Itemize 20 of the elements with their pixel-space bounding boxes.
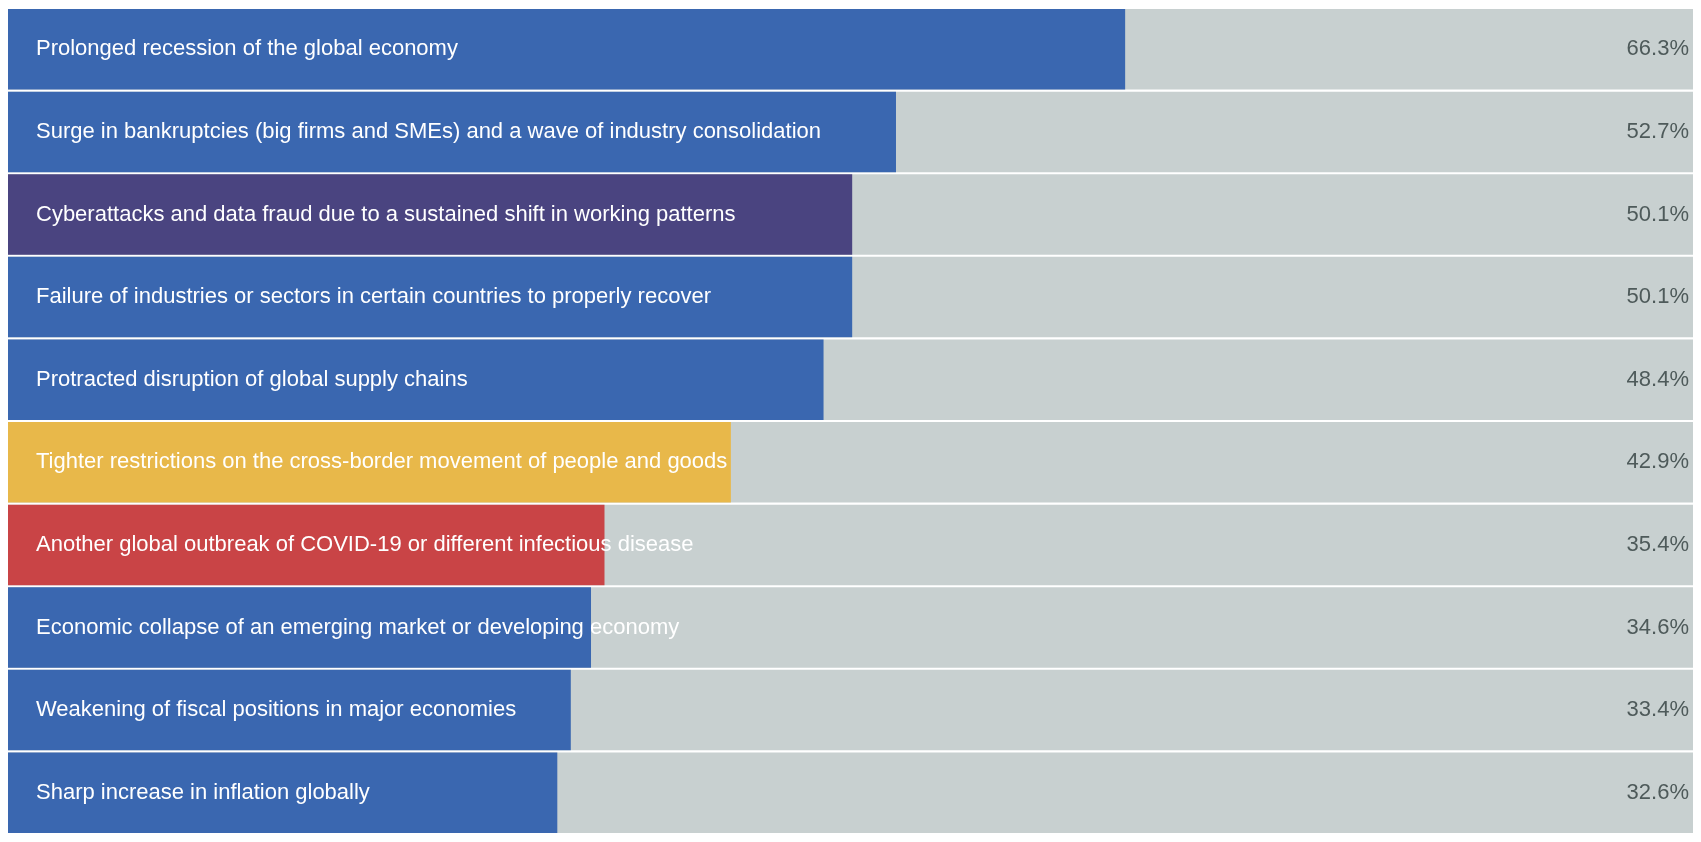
y-tick-label: Sharp increase in inflation globally bbox=[36, 778, 370, 804]
data-label: 66.3% bbox=[1626, 35, 1689, 61]
data-label: 50.1% bbox=[1626, 283, 1689, 309]
y-tick-label: Failure of industries or sectors in certain countries to properly recover bbox=[36, 283, 711, 309]
y-tick-label: Protracted disruption of global supply chains bbox=[36, 365, 468, 391]
data-label: 50.1% bbox=[1626, 200, 1689, 226]
y-tick-label: Tighter restrictions on the cross-border movement of people and goods bbox=[36, 448, 728, 474]
data-label: 34.6% bbox=[1626, 613, 1689, 639]
y-tick-label: Prolonged recession of the global economy bbox=[36, 35, 458, 61]
y-tick-label: Surge in bankruptcies (big firms and SMEs) and a wave of industry consolidation bbox=[36, 117, 822, 143]
data-label: 35.4% bbox=[1626, 530, 1689, 556]
data-label: 48.4% bbox=[1626, 365, 1689, 391]
data-label: 33.4% bbox=[1626, 696, 1689, 722]
y-tick-label: Economic collapse of an emerging market or developing economy bbox=[36, 613, 680, 639]
y-tick-label: Cyberattacks and data fraud due to a sustained shift in working patterns bbox=[36, 200, 736, 226]
data-label: 52.7% bbox=[1626, 117, 1689, 143]
y-tick-label: Weakening of fiscal positions in major economies bbox=[36, 696, 517, 722]
data-label: 32.6% bbox=[1626, 778, 1689, 804]
data-label: 42.9% bbox=[1626, 448, 1689, 474]
bar bbox=[8, 752, 558, 833]
